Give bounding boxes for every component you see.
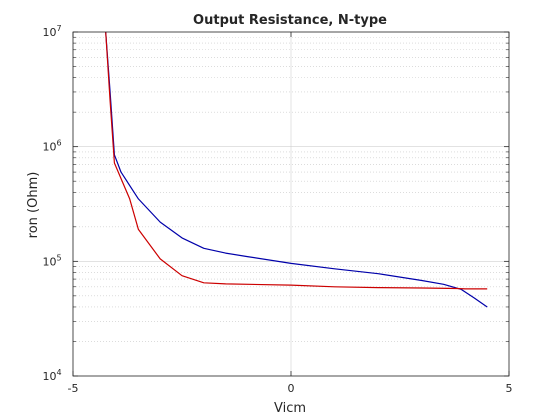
x-tick-label: -5 — [68, 382, 79, 395]
y-tick-labels: 104 105 106 107 — [42, 24, 61, 383]
grid-minor — [73, 36, 509, 342]
ticks-layer — [72, 31, 510, 377]
x-axis-label: Vicm — [274, 401, 306, 416]
y-tick-label: 106 — [42, 139, 61, 154]
x-tick-labels: -5 0 5 — [68, 382, 513, 395]
series-line-1 — [105, 31, 488, 308]
y-tick-label: 104 — [42, 368, 61, 383]
chart-title: Output Resistance, N-type — [193, 13, 387, 28]
y-tick-label: 105 — [42, 253, 61, 268]
x-tick-label: 0 — [288, 382, 295, 395]
x-tick-label: 5 — [506, 382, 513, 395]
y-axis-label: ron (Ohm) — [26, 172, 41, 239]
y-tick-label: 107 — [42, 24, 61, 39]
series-layer — [105, 31, 488, 308]
series-line-2 — [105, 31, 488, 290]
